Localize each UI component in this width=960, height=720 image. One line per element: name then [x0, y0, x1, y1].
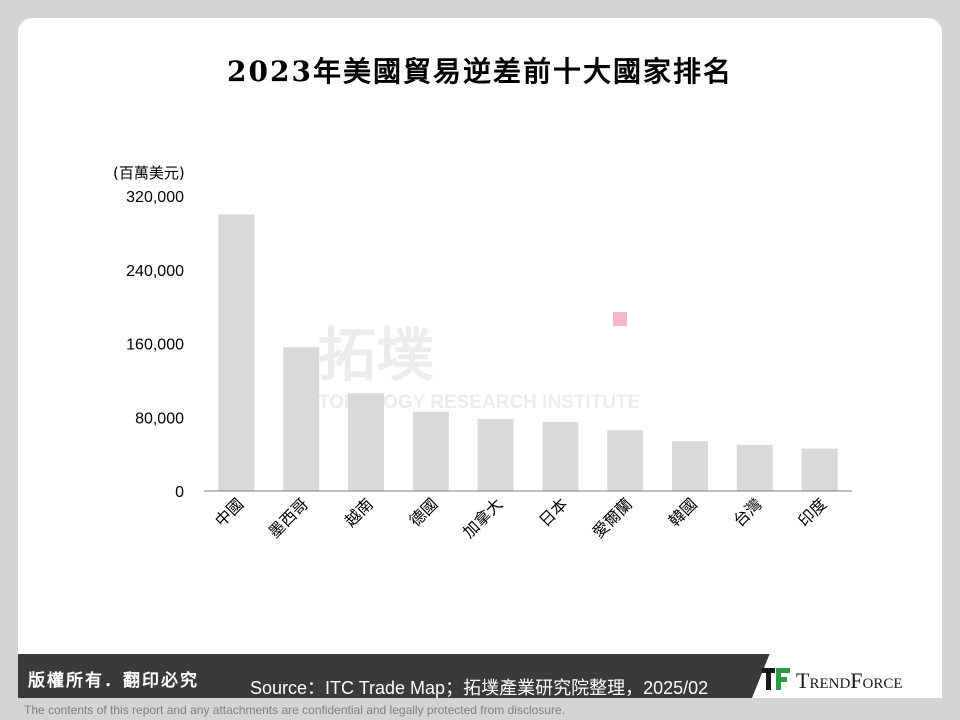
watermark-name: 拓墣: [318, 321, 434, 389]
y-tick-label: 0: [175, 484, 184, 501]
bar-7: [607, 430, 644, 491]
y-tick-label: 320,000: [126, 189, 184, 206]
accent-square: [613, 312, 627, 326]
x-category-label: 印度: [794, 494, 830, 530]
bar-4: [412, 411, 449, 491]
x-category-label: 日本: [535, 494, 571, 530]
bar-3: [348, 393, 384, 491]
y-tick-label: 160,000: [126, 337, 184, 354]
copyright-notice: 版權所有．翻印必究: [28, 671, 199, 691]
chart-card: [18, 18, 942, 670]
y-tick-label: 80,000: [135, 410, 184, 427]
y-tick-label: 240,000: [126, 263, 184, 280]
bar-6: [542, 421, 579, 491]
bar-5: [477, 419, 514, 491]
chart-title: 2023年美國貿易逆差前十大國家排名: [227, 55, 733, 88]
x-category-label: 台灣: [730, 494, 766, 530]
disclaimer: The contents of this report and any atta…: [24, 703, 565, 717]
bar-chart: 拓墣 TOPOLOGY RESEARCH INSTITUTE (百萬美元) 0 8…: [113, 164, 852, 542]
x-category-label: 愛爾蘭: [589, 494, 636, 541]
x-category-label: 加拿大: [459, 494, 506, 541]
y-axis-unit: (百萬美元): [113, 164, 185, 182]
x-category-label: 德國: [406, 494, 442, 530]
bar-8: [672, 441, 708, 491]
watermark-latin: TOPOLOGY RESEARCH INSTITUTE: [318, 392, 640, 413]
x-category-label: 越南: [341, 494, 377, 530]
bar-9: [736, 444, 773, 491]
brand-name: TrendForce: [796, 668, 903, 693]
trendforce-logo-icon: [762, 668, 790, 690]
bar-1: [218, 214, 255, 491]
x-category-label: 中國: [211, 494, 247, 530]
source-note: Source：ITC Trade Map；拓墣產業研究院整理，2025/02: [250, 678, 709, 698]
x-category-label: 韓國: [665, 494, 701, 530]
bar-2: [283, 347, 320, 491]
x-category-label: 墨西哥: [265, 494, 312, 541]
bar-10: [801, 448, 838, 491]
